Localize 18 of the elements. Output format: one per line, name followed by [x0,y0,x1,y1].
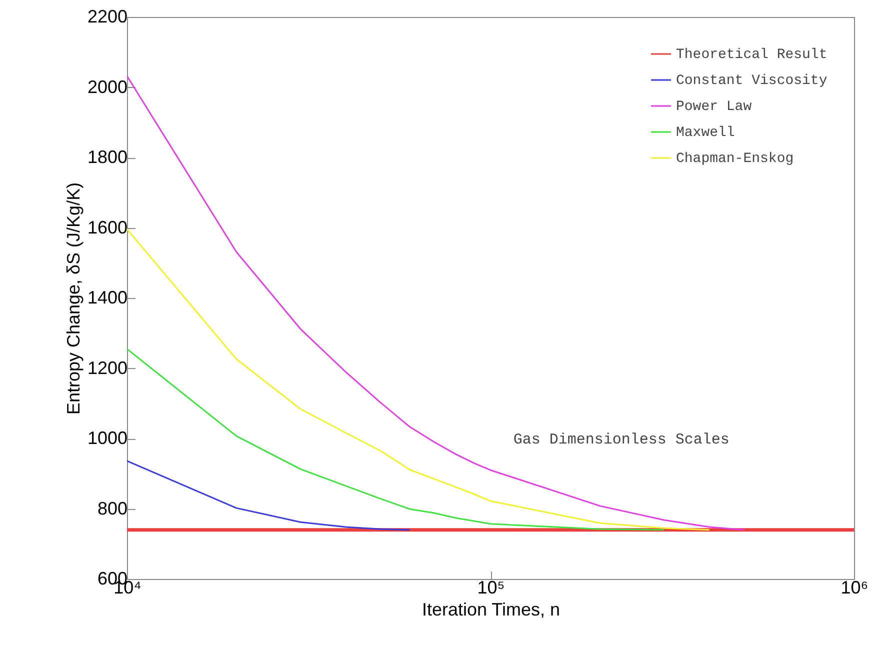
y-tick-label: 1400 [87,288,128,308]
legend-label: Constant Viscosity [676,73,828,89]
y-tick-label: 1800 [87,147,128,167]
y-tick-label: 1600 [87,217,128,238]
y-tick-label: 800 [97,498,128,518]
x-axis-title: Iteration Times, n [422,600,560,620]
legend-label: Chapman-Enskog [676,151,794,167]
y-tick-label: 1000 [87,428,128,448]
y-tick-label: 1200 [87,358,128,378]
annotation: Gas Dimensionless Scales [513,432,730,448]
legend-label: Power Law [676,99,752,115]
legend-label: Theoretical Result [676,47,828,63]
x-tick-label: 10⁵ [477,578,505,598]
y-tick-label: 2000 [87,76,128,97]
y-axis-title: Entropy Change, δS (J/Kg/K) [63,182,84,415]
legend-label: Maxwell [676,125,735,141]
x-tick-label: 10⁶ [840,578,868,598]
y-tick-label: 2200 [87,6,128,26]
